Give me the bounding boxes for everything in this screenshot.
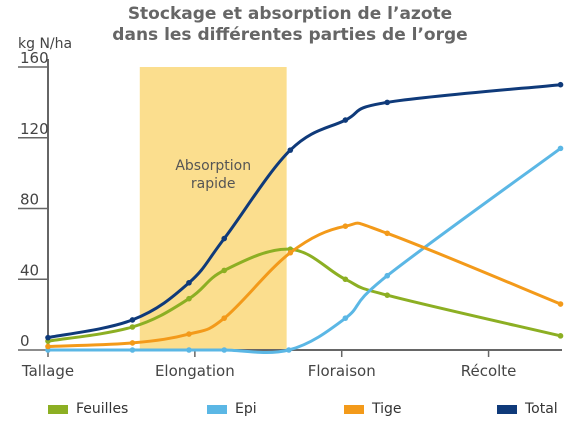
legend-item-epi: Epi	[207, 401, 257, 417]
series-point-epi	[342, 315, 349, 321]
legend-item-feuilles: Feuilles	[48, 401, 128, 417]
series-line-total	[46, 83, 562, 340]
y-tick-label: 0	[20, 332, 30, 350]
x-tick-label: Tallage	[21, 362, 74, 380]
series-point-epi	[286, 347, 292, 353]
legend-swatch-epi	[207, 404, 227, 414]
series-point-epi	[129, 347, 136, 353]
series-point-tige	[384, 230, 391, 237]
legend-item-total: Total	[497, 401, 558, 417]
series-point-tige	[287, 249, 294, 256]
series-point-total	[129, 317, 136, 323]
series-line-tige	[46, 221, 562, 348]
series-point-epi	[186, 347, 192, 353]
series-point-total	[45, 334, 51, 341]
series-point-total	[384, 99, 391, 106]
y-axis-label: kg N/ha	[18, 36, 72, 52]
absorption-zone-label-2: rapide	[191, 176, 236, 192]
absorption-zone	[139, 67, 287, 350]
series-point-feuilles	[557, 333, 564, 339]
legend-swatch-tige	[344, 404, 364, 414]
legend-label-tige: Tige	[372, 401, 402, 417]
series-point-epi	[384, 272, 391, 279]
legend-label-feuilles: Feuilles	[76, 401, 129, 417]
series-point-epi	[221, 347, 228, 353]
series-line-epi	[46, 146, 562, 355]
legend-label-epi: Epi	[235, 401, 257, 417]
chart-title-line2: dans les différentes parties de l’orge	[112, 25, 468, 45]
legend-label-total: Total	[525, 401, 558, 417]
series-point-tige	[129, 340, 136, 346]
y-tick-label: 120	[20, 120, 49, 138]
series-point-feuilles	[186, 295, 192, 302]
legend-swatch-total	[497, 404, 517, 414]
series-point-tige	[342, 223, 349, 229]
series-point-feuilles	[384, 292, 391, 298]
y-tick-label: 40	[20, 261, 39, 279]
chart-legend: Feuilles Epi Tige Total	[0, 401, 580, 423]
legend-item-tige: Tige	[344, 401, 402, 417]
series-point-tige	[557, 301, 564, 307]
series-point-total	[186, 279, 192, 286]
y-tick-label: 160	[20, 49, 49, 67]
series-point-tige	[186, 331, 192, 337]
y-tick-label: 80	[20, 191, 39, 209]
series-point-total	[287, 147, 294, 153]
chart-title-line1: Stockage et absorption de l’azote	[127, 4, 453, 24]
series-point-feuilles	[221, 267, 228, 274]
series-point-tige	[221, 315, 228, 321]
legend-swatch-feuilles	[48, 404, 68, 414]
series-point-feuilles	[129, 324, 136, 330]
series-point-feuilles	[342, 276, 349, 283]
absorption-zone-label-1: Absorption	[175, 158, 251, 174]
x-tick-label: Floraison	[308, 362, 376, 380]
series-point-tige	[45, 343, 51, 350]
series-point-total	[342, 117, 349, 123]
series-point-total	[557, 81, 564, 88]
series-point-epi	[557, 145, 564, 152]
series-line-feuilles	[46, 247, 562, 343]
series-point-total	[221, 235, 228, 242]
x-tick-label: Elongation	[155, 362, 235, 380]
x-tick-label: Récolte	[461, 362, 517, 380]
